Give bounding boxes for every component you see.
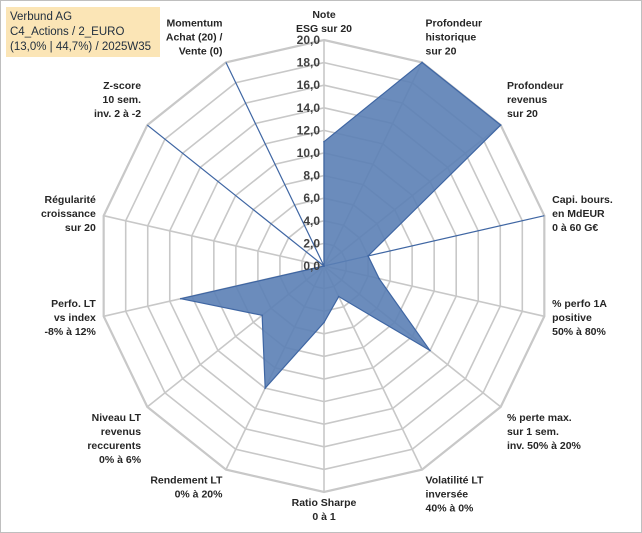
- data-point: [367, 255, 369, 257]
- axis-label-line: ESG sur 20: [296, 23, 352, 35]
- axis-label: Profondeur historique sur 20: [426, 17, 483, 57]
- axis-label-line: en MdEUR: [552, 208, 605, 220]
- axis-label-line: 0 à 60 G€: [552, 222, 598, 234]
- axis-label-line: Z-score: [103, 80, 141, 92]
- axis-label-line: croissance: [41, 208, 96, 220]
- tick-label: 0,0: [303, 259, 320, 273]
- axis-label: Volatilité LT inversée 40% à 0%: [426, 475, 485, 515]
- axis-label: % perte max. sur 1 sem. inv. 50% à 20%: [507, 412, 582, 452]
- axis-label-line: -8% à 12%: [44, 326, 96, 338]
- axis-label-line: Capi. bours.: [552, 194, 613, 206]
- axis-label-line: Profondeur: [426, 17, 483, 29]
- axis-label-line: 0% à 6%: [99, 454, 142, 466]
- axis-label-line: % perte max.: [507, 412, 572, 424]
- axis-label: Momentum Achat (20) / Vente (0): [166, 17, 223, 57]
- axis-label-line: inversée: [426, 489, 469, 501]
- axis-label-line: sur 20: [65, 222, 96, 234]
- axis-label-line: Profondeur: [507, 80, 564, 92]
- axis-label: % perfo 1A positive 50% à 80%: [552, 298, 607, 338]
- axis-label-line: 0 à 1: [312, 511, 336, 523]
- axis-spoke: [225, 62, 325, 267]
- axis-spoke: [146, 124, 325, 267]
- axis-label: Ratio Sharpe 0 à 1: [292, 497, 357, 523]
- axis-labels: Note ESG sur 20 Profondeur historique sur 20…: [41, 9, 613, 523]
- axis-label: Niveau LT revenus reccurents 0% à 6%: [87, 412, 141, 466]
- tick-label: 10,0: [297, 146, 321, 160]
- data-point: [421, 61, 423, 64]
- axis-spoke: [103, 214, 325, 267]
- axis-label-line: Momentum: [166, 17, 222, 29]
- tick-label: 8,0: [303, 169, 320, 183]
- radar-series: [179, 61, 502, 390]
- tick-label: 2,0: [303, 236, 320, 250]
- axis-label-line: 40% à 0%: [426, 503, 475, 515]
- axis-label-line: Rendement LT: [150, 475, 223, 487]
- axis-label-line: positive: [552, 312, 592, 324]
- radial-tick-labels: 0,0 2,0 4,0 6,0 8,0 10,0 12,0 14,0 16,0 18,0 20,0: [297, 33, 321, 273]
- data-point: [323, 321, 325, 324]
- axis-label-line: 50% à 80%: [552, 326, 606, 338]
- data-point: [179, 297, 182, 300]
- data-point: [429, 349, 431, 352]
- axis-label-line: historique: [426, 31, 477, 43]
- axis-label: Note ESG sur 20: [296, 9, 352, 35]
- axis-label: Perfo. LT vs index -8% à 12%: [44, 298, 96, 338]
- data-point: [499, 124, 502, 126]
- tick-label: 4,0: [303, 214, 320, 228]
- axis-label-line: vs index: [54, 312, 96, 324]
- axis-label: Profondeur revenus sur 20: [507, 80, 564, 120]
- axis-label-line: inv. 50% à 20%: [507, 440, 582, 452]
- axis-label-line: % perfo 1A: [552, 298, 607, 310]
- axis-label: Z-score 10 sem. inv. 2 à -2: [94, 80, 141, 120]
- data-point: [264, 387, 266, 389]
- axis-label-line: sur 20: [426, 45, 457, 57]
- tick-label: 16,0: [297, 78, 321, 92]
- axis-label-line: Perfo. LT: [51, 298, 96, 310]
- chart-title-box: Verbund AG C4_Actions / 2_EURO (13,0% | …: [6, 7, 160, 57]
- axis-label-line: Niveau LT: [92, 412, 142, 424]
- title-category: C4_Actions / 2_EURO: [10, 26, 125, 38]
- axis-label: Capi. bours. en MdEUR 0 à 60 G€: [552, 194, 613, 234]
- data-point: [323, 140, 325, 143]
- axis-label-line: Vente (0): [179, 45, 223, 57]
- axis-spoke: [323, 265, 423, 470]
- data-point: [261, 314, 263, 317]
- data-point: [323, 265, 325, 267]
- tick-label: 14,0: [297, 101, 321, 115]
- axis-label-line: reccurents: [87, 440, 141, 452]
- tick-label: 6,0: [303, 191, 320, 205]
- axis-label-line: revenus: [101, 426, 141, 438]
- title-company: Verbund AG: [10, 11, 73, 23]
- title-stats: (13,0% | 44,7%) / 2025W35: [10, 41, 152, 53]
- axis-label: Rendement LT 0% à 20%: [150, 475, 223, 501]
- axis-label-line: 0% à 20%: [175, 489, 224, 501]
- axis-label-line: Volatilité LT: [426, 475, 485, 487]
- axis-label-line: sur 20: [507, 108, 538, 120]
- axis-label: Régularité croissance sur 20: [41, 194, 96, 234]
- axis-label-line: Ratio Sharpe: [292, 497, 357, 509]
- axis-label-line: Note: [312, 9, 335, 21]
- axis-label-line: inv. 2 à -2: [94, 108, 141, 120]
- axis-label-line: revenus: [507, 94, 547, 106]
- axis-label-line: Régularité: [45, 194, 97, 206]
- tick-label: 20,0: [297, 33, 321, 47]
- data-point: [378, 277, 380, 280]
- data-point: [337, 295, 340, 298]
- axis-label-line: Achat (20) /: [166, 31, 223, 43]
- axis-label-line: sur 1 sem.: [507, 426, 559, 438]
- axis-label-line: 10 sem.: [103, 94, 142, 106]
- tick-label: 18,0: [297, 56, 321, 70]
- tick-label: 12,0: [297, 123, 321, 137]
